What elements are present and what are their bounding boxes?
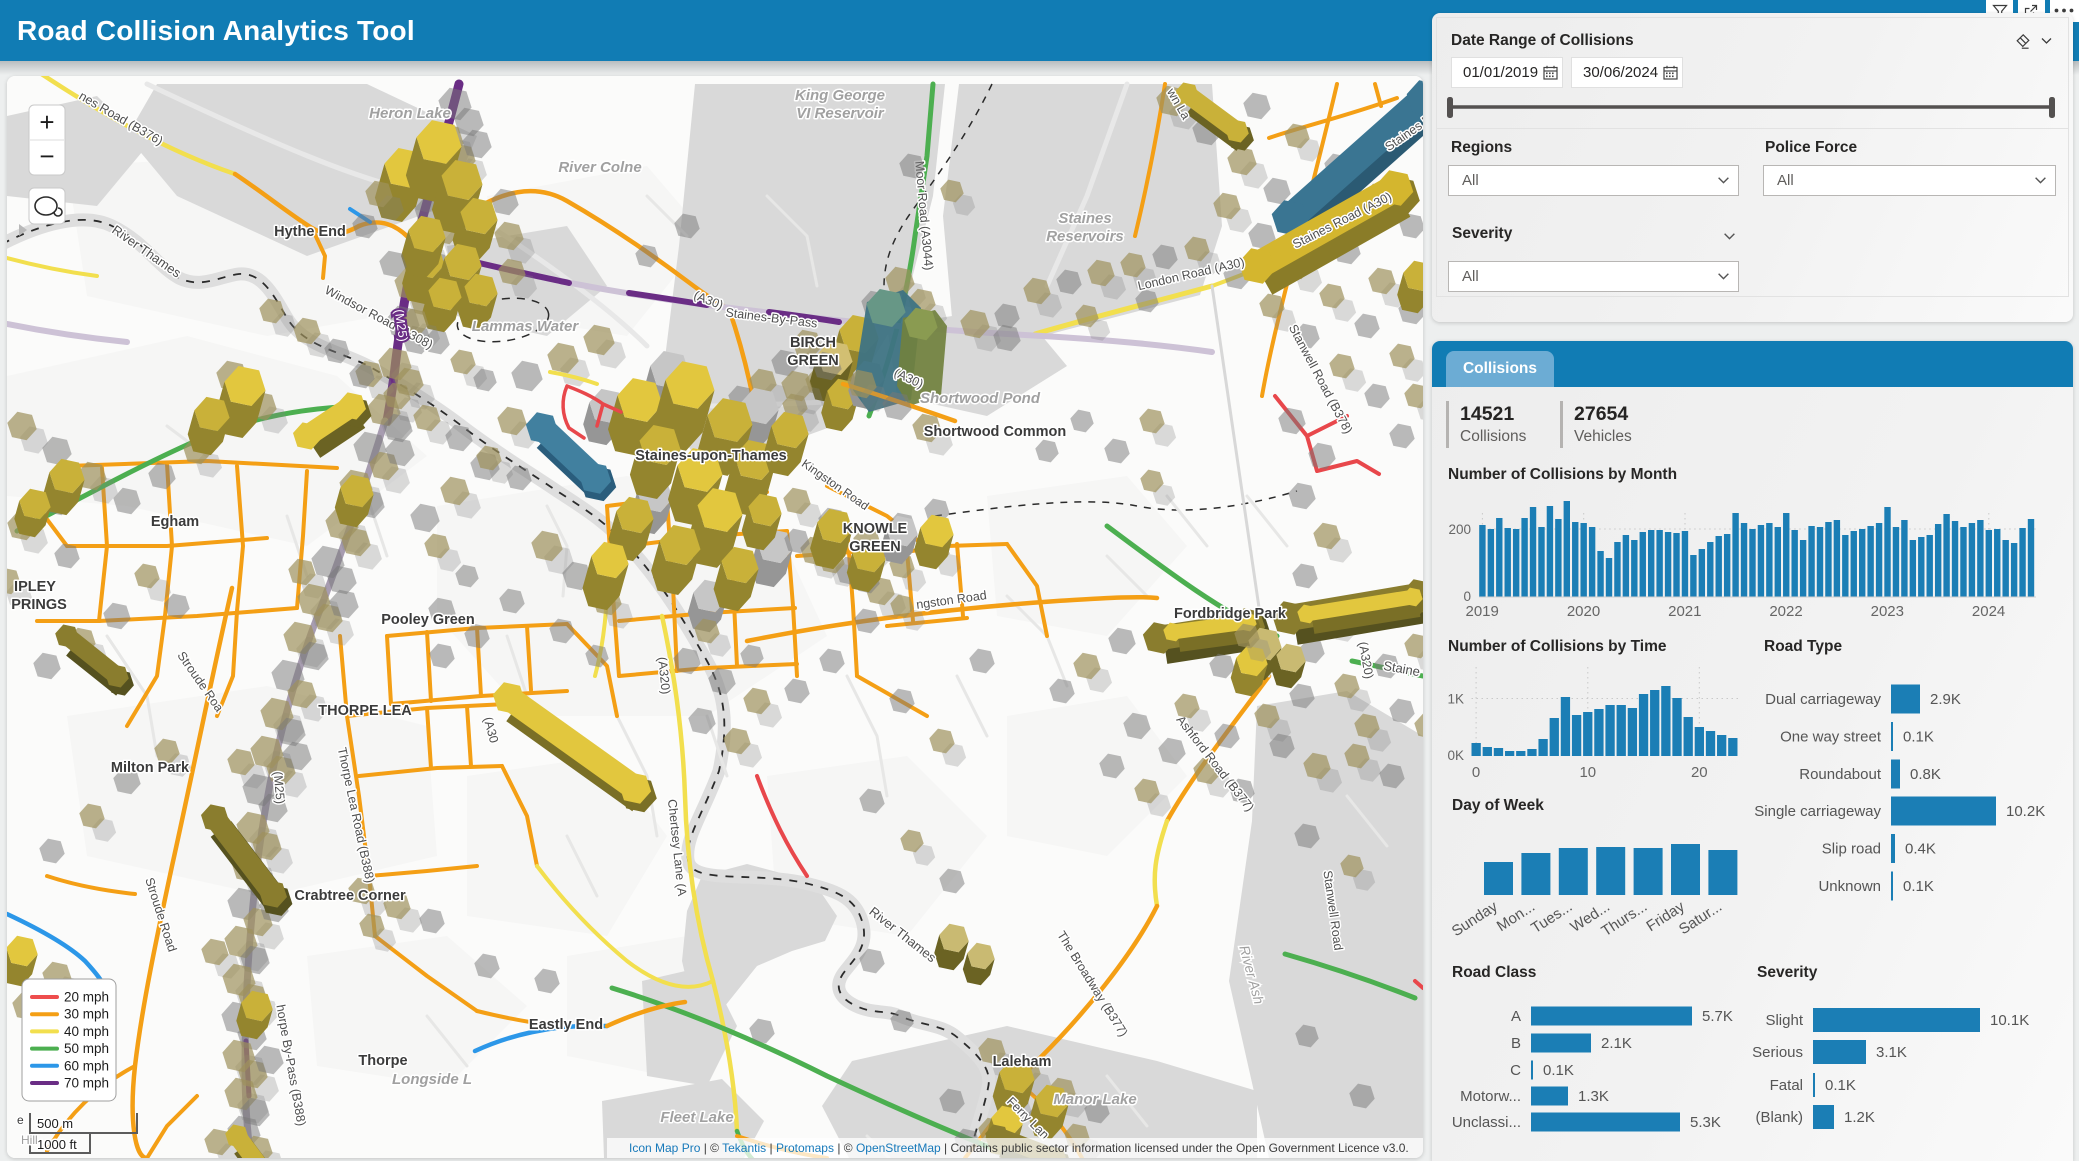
svg-text:Shortwood Common: Shortwood Common [924, 424, 1067, 440]
svg-text:King George: King George [795, 87, 885, 104]
svg-text:10.2K: 10.2K [2006, 803, 2045, 820]
svg-text:Fleet Lake: Fleet Lake [660, 1109, 733, 1126]
svg-text:2020: 2020 [1567, 603, 1600, 620]
svg-text:Sunday: Sunday [1449, 898, 1501, 940]
svg-text:B: B [1511, 1035, 1521, 1052]
svg-text:3.1K: 3.1K [1876, 1044, 1907, 1061]
svg-text:Shortwood Pond: Shortwood Pond [920, 390, 1041, 407]
svg-text:River Colne: River Colne [558, 159, 641, 176]
svg-text:Milton Park: Milton Park [111, 760, 190, 776]
svg-text:e: e [17, 1113, 24, 1127]
svg-text:0K: 0K [1447, 748, 1464, 763]
svg-text:THORPE LEA: THORPE LEA [318, 703, 412, 719]
svg-text:1000 ft: 1000 ft [37, 1137, 77, 1152]
svg-text:One way street: One way street [1780, 729, 1882, 746]
svg-text:(M25): (M25) [271, 771, 288, 805]
svg-text:Slip road: Slip road [1822, 841, 1881, 858]
svg-text:20 mph: 20 mph [64, 990, 109, 1005]
svg-text:200: 200 [1448, 522, 1471, 537]
svg-text:0.1K: 0.1K [1903, 878, 1934, 895]
svg-text:Eastly End: Eastly End [529, 1017, 603, 1033]
svg-text:GREEN: GREEN [849, 539, 901, 555]
svg-text:+: + [39, 107, 54, 137]
svg-text:(Blank): (Blank) [1755, 1109, 1803, 1126]
svg-text:BIRCH: BIRCH [790, 335, 836, 351]
svg-text:Crabtree Corner: Crabtree Corner [294, 888, 406, 904]
svg-text:2021: 2021 [1668, 603, 1701, 620]
svg-text:Egham: Egham [151, 514, 199, 530]
svg-text:0.1K: 0.1K [1825, 1077, 1856, 1094]
svg-text:1K: 1K [1447, 692, 1464, 707]
svg-text:2024: 2024 [1972, 603, 2005, 620]
svg-text:−: − [39, 141, 54, 171]
svg-text:Tues...: Tues... [1528, 898, 1575, 937]
svg-text:Manor Lake: Manor Lake [1053, 1091, 1136, 1108]
svg-text:2023: 2023 [1871, 603, 1904, 620]
svg-text:Dual carriageway: Dual carriageway [1765, 691, 1881, 708]
svg-text:0.4K: 0.4K [1905, 841, 1936, 858]
svg-text:Lammas Water: Lammas Water [472, 318, 580, 335]
svg-text:Heron Lake: Heron Lake [369, 105, 451, 122]
svg-text:70 mph: 70 mph [64, 1076, 109, 1091]
svg-text:0: 0 [1472, 764, 1480, 781]
svg-text:Serious: Serious [1752, 1044, 1803, 1061]
svg-text:2.9K: 2.9K [1930, 691, 1961, 708]
svg-text:(M25): (M25) [392, 308, 410, 342]
svg-text:Reservoirs: Reservoirs [1046, 228, 1124, 245]
svg-text:VI Reservoir: VI Reservoir [796, 105, 885, 122]
svg-text:2019: 2019 [1466, 603, 1499, 620]
svg-text:0.1K: 0.1K [1543, 1062, 1574, 1079]
svg-text:0.1K: 0.1K [1903, 729, 1934, 746]
svg-text:5.3K: 5.3K [1690, 1114, 1721, 1131]
svg-text:Slight: Slight [1765, 1012, 1803, 1029]
svg-text:Fatal: Fatal [1770, 1077, 1803, 1094]
svg-text:0: 0 [1463, 589, 1471, 604]
svg-text:0.8K: 0.8K [1910, 766, 1941, 783]
svg-text:40 mph: 40 mph [64, 1024, 109, 1039]
svg-text:60 mph: 60 mph [64, 1058, 109, 1073]
svg-text:IPLEY: IPLEY [14, 579, 56, 595]
svg-text:KNOWLE: KNOWLE [843, 521, 908, 537]
svg-text:Single carriageway: Single carriageway [1754, 803, 1881, 820]
svg-text:Hythe End: Hythe End [274, 224, 346, 240]
svg-text:Staines-upon-Thames: Staines-upon-Thames [635, 448, 786, 464]
svg-text:Staines: Staines [1058, 210, 1111, 227]
svg-text:10.1K: 10.1K [1990, 1012, 2029, 1029]
svg-text:Icon Map Pro | © Tekantis | Pr: Icon Map Pro | © Tekantis | Protomaps | … [629, 1141, 1409, 1155]
svg-text:Unclassi...: Unclassi... [1452, 1114, 1521, 1131]
svg-text:1.3K: 1.3K [1578, 1088, 1609, 1105]
svg-text:A: A [1511, 1008, 1521, 1025]
svg-text:(A320): (A320) [655, 656, 673, 695]
svg-text:30 mph: 30 mph [64, 1007, 109, 1022]
svg-text:2022: 2022 [1769, 603, 1802, 620]
svg-text:2.1K: 2.1K [1601, 1035, 1632, 1052]
svg-text:Longside L: Longside L [392, 1071, 472, 1088]
svg-text:50 mph: 50 mph [64, 1041, 109, 1056]
svg-text:Roundabout: Roundabout [1799, 766, 1882, 783]
svg-text:20: 20 [1691, 764, 1708, 781]
svg-text:Unknown: Unknown [1818, 878, 1881, 895]
svg-text:Fordbridge Park: Fordbridge Park [1174, 606, 1287, 622]
svg-text:Pooley Green: Pooley Green [381, 612, 474, 628]
svg-text:500 m: 500 m [37, 1116, 73, 1131]
svg-text:Satur...: Satur... [1676, 898, 1725, 938]
svg-text:10: 10 [1579, 764, 1596, 781]
svg-text:C: C [1510, 1062, 1521, 1079]
svg-text:1.2K: 1.2K [1844, 1109, 1875, 1126]
svg-text:Motorw...: Motorw... [1460, 1088, 1521, 1105]
svg-text:Laleham: Laleham [993, 1054, 1052, 1070]
svg-text:PRINGS: PRINGS [11, 597, 67, 613]
svg-text:Hill: Hill [21, 1133, 38, 1147]
svg-text:Thorpe: Thorpe [358, 1053, 407, 1069]
svg-text:5.7K: 5.7K [1702, 1008, 1733, 1025]
svg-text:GREEN: GREEN [787, 353, 839, 369]
